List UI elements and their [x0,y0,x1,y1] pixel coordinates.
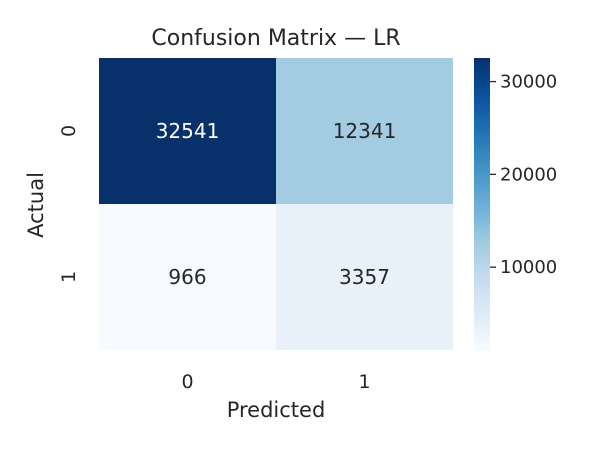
colorbar-tick-label: 10000 [500,257,557,278]
heatmap-cell [99,204,276,350]
x-axis-label: Predicted [227,398,326,422]
y-tick-labels: 01 [58,125,80,283]
cell-value-label: 32541 [156,119,220,143]
x-tick-label: 1 [358,371,370,393]
cell-value-label: 966 [168,265,206,289]
chart-title: Confusion Matrix — LR [151,26,400,51]
y-axis-label: Actual [24,172,48,238]
colorbar-tick-label: 20000 [500,164,557,185]
heatmap-cell [276,58,453,204]
cell-value-label: 3357 [339,265,390,289]
colorbar-ticks: 10000 20000 30000 [490,72,557,278]
colorbar-tick-label: 30000 [500,72,557,93]
y-tick-label: 1 [58,271,80,283]
cell-value-label: 12341 [333,119,397,143]
colorbar [474,58,490,351]
cell-annotations: 32541 12341 966 3357 [156,119,397,289]
heatmap-cell [99,58,276,204]
heatmap-cells [99,58,453,350]
heatmap-cell [276,204,453,350]
y-tick-label: 0 [58,125,80,137]
x-tick-label: 0 [181,371,193,393]
